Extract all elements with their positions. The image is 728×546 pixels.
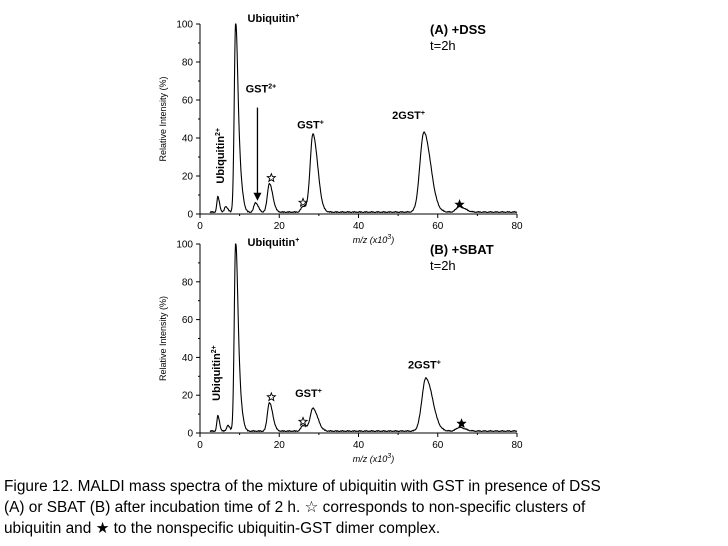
x-axis-label-exponent: 3 [387,234,391,241]
y-tick-label: 40 [182,353,194,364]
peak-annotation-charge: + [320,120,324,127]
panel-label: (A) +DSS [430,22,486,37]
peak-annotation: 2GST+ [392,110,425,122]
x-tick-label: 40 [353,221,365,232]
y-tick-label: 60 [182,315,194,326]
y-tick-label: 0 [187,210,193,221]
peak-annotation-text: 2GST [408,360,437,372]
x-axis-label-close: ) [390,235,394,245]
peak-annotation-text: 2GST [392,110,421,122]
y-tick-label: 100 [176,240,193,251]
y-axis-label: Relative Intensity (%) [158,296,168,381]
y-tick-label: 80 [182,58,194,69]
open-star-marker [266,172,277,183]
rotated-peak-annotation: Ubiquitin2+ [215,128,227,184]
y-tick-label: 80 [182,277,194,288]
x-axis-label: m/z (x103) [353,453,394,464]
filled-star-marker [454,199,465,209]
x-axis-label-exponent: 3 [387,453,391,460]
peak-annotation-text: GST [246,83,269,95]
peak-annotation: GST+ [295,388,322,400]
rotated-peak-annotation: Ubiquitin2+ [211,345,223,401]
peak-annotation: 2GST+ [408,360,441,372]
peak-annotation-charge: + [437,360,441,367]
peak-annotation-charge: + [318,388,322,395]
arrow-head [253,192,262,201]
peak-annotation: GST+ [297,120,324,132]
peak-annotation-text: Ubiquitin [248,237,296,249]
time-label: t=2h [430,38,456,53]
peak-annotation-charge: + [295,13,299,20]
rotated-annotation-text: Ubiquitin [215,136,227,184]
spectrum-series-line [209,243,518,433]
spectrum-series-line [209,23,518,214]
maldi-spectra-figure: 0 20 40 60 80 100 0 20 40 60 80 Relative Intensity … [158,13,523,464]
x-tick-label: 20 [274,440,286,451]
y-tick-label: 40 [182,134,194,145]
peak-annotation: Ubiquitin+ [248,13,300,25]
x-tick-label: 60 [432,440,444,451]
peak-annotation-text: GST [295,388,318,400]
caption-line-2: (A) or SBAT (B) after incubation time of… [4,499,586,516]
peak-annotation-text: Ubiquitin [248,13,296,25]
filled-star-marker [456,418,467,428]
y-tick-label: 20 [182,391,194,402]
figure-caption: Figure 12. MALDI mass spectra of the mix… [4,476,726,539]
peak-annotation-charge: 2+ [268,83,276,90]
x-tick-label: 0 [197,221,203,232]
x-tick-label: 40 [353,440,365,451]
peak-annotation-charge: + [421,110,425,117]
x-axis-label-close: ) [390,454,394,464]
x-axis-label-main: m/z (x10 [353,454,388,464]
y-axis-label: Relative Intensity (%) [158,76,168,161]
y-tick-label: 0 [187,429,193,440]
time-label: t=2h [430,258,456,273]
y-tick-label: 60 [182,96,194,107]
panel-b-sbat: 0 20 40 60 80 100 0 20 40 60 80 Relative Intensity … [158,237,523,464]
x-tick-label: 0 [197,440,203,451]
open-star-marker [297,416,309,427]
panel-a-dss: 0 20 40 60 80 100 0 20 40 60 80 Relative Intensity … [158,13,523,245]
y-tick-label: 100 [176,20,193,31]
rotated-annotation-charge: 2+ [215,128,222,136]
filled-star-icon: ★ [95,520,110,537]
x-axis-label-main: m/z (x10 [353,235,388,245]
panel-label: (B) +SBAT [430,242,494,257]
peak-annotation: GST2+ [246,83,277,95]
open-star-marker [266,391,277,402]
x-tick-label: 20 [274,221,286,232]
x-tick-label: 60 [432,221,444,232]
peak-annotation: Ubiquitin+ [248,237,300,249]
rotated-annotation-charge: 2+ [211,345,218,353]
caption-line-3: ubiquitin and ★ to the nonspecific ubiqu… [4,520,441,537]
peak-annotation-charge: + [295,237,299,244]
x-axis-label: m/z (x103) [353,234,394,245]
open-star-marker [297,197,309,208]
y-tick-label: 20 [182,172,194,183]
peak-annotation-text: GST [297,120,320,132]
x-tick-label: 80 [511,440,523,451]
rotated-annotation-text: Ubiquitin [211,353,223,401]
x-tick-label: 80 [511,221,523,232]
open-star-icon: ☆ [304,499,319,516]
caption-line-1: Figure 12. MALDI mass spectra of the mix… [4,478,601,495]
